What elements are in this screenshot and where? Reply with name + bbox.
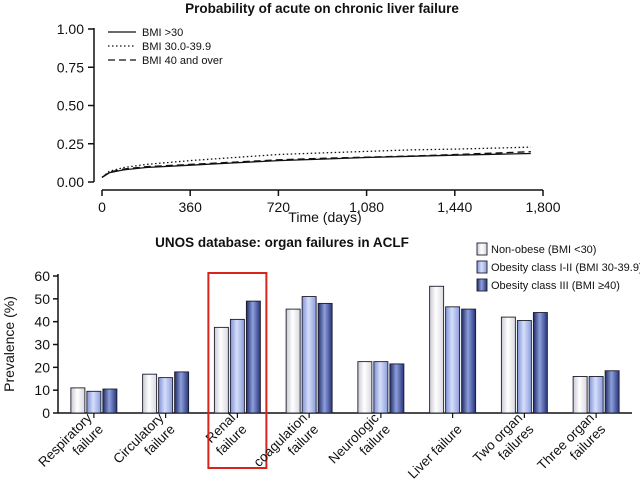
- bar: [158, 377, 174, 414]
- bar-y-tick-label: 0: [42, 405, 50, 421]
- bar: [142, 373, 158, 414]
- line-plot-area: 0.00 0.25 0.50 0.75 1.00 0 360 720 1,080 1,440 1,8…: [57, 21, 561, 215]
- bar: [301, 296, 317, 414]
- bar-y-tick-label: 30: [34, 337, 50, 353]
- bar: [588, 376, 604, 414]
- bar-legend-label: Obesity class I-II (BMI 30-39.9): [491, 262, 640, 274]
- bar-y-axis-label: Prevalence (%): [1, 296, 17, 392]
- line-chart-title: Probability of acute on chronic liver fa…: [185, 1, 459, 16]
- bar-category-label: coagulationfailure: [251, 410, 322, 481]
- line-legend: BMI >30 BMI 30.0-39.9 BMI 40 and over: [108, 27, 223, 67]
- bar: [429, 285, 445, 414]
- bar-legend-label: Non-obese (BMI <30): [491, 244, 596, 256]
- line-y-tick-label: 0.25: [57, 136, 84, 152]
- line-x-axis-label: Time (days): [288, 209, 361, 225]
- bar-legend-swatch: [476, 242, 488, 256]
- bar: [461, 308, 477, 414]
- bar-category-label: Three organfailures: [534, 410, 608, 482]
- bar-y-tick-label: 60: [34, 268, 50, 284]
- line-series: [101, 152, 531, 178]
- line-y-tick-label: 0.75: [57, 59, 84, 75]
- bar-legend-swatch: [476, 278, 488, 292]
- bar: [572, 376, 588, 414]
- bar-category-label-line: Liver failure: [405, 422, 465, 482]
- line-x-tick-label: 720: [267, 199, 291, 215]
- bar: [604, 370, 620, 414]
- bar-legend: Non-obese (BMI <30) Obesity class I-II (B…: [476, 242, 640, 292]
- bar-y-tick-label: 40: [34, 314, 50, 330]
- line-x-tick-label: 0: [98, 199, 106, 215]
- highlight-box: [207, 272, 268, 469]
- bar-y-tick-label: 50: [34, 291, 50, 307]
- line-x-tick-label: 1,440: [437, 199, 472, 215]
- bar: [102, 388, 118, 414]
- line-legend-label: BMI 30.0-39.9: [142, 41, 211, 53]
- bar-legend-label: Obesity class III (BMI ≥40): [491, 280, 620, 292]
- bar-legend-swatch: [476, 260, 488, 274]
- line-legend-label: BMI 40 and over: [142, 55, 223, 67]
- line-x-tick-label: 1,800: [525, 199, 560, 215]
- bar: [357, 361, 373, 414]
- line-y-tick-label: 0.00: [57, 174, 84, 190]
- line-y-tick-label: 1.00: [57, 21, 84, 37]
- bar-category-label: Neurologicfailure: [326, 410, 394, 478]
- bar: [500, 316, 516, 414]
- bar: [445, 306, 461, 414]
- bar-y-tick-label: 20: [34, 359, 50, 375]
- bar: [174, 371, 190, 414]
- bar-chart: UNOS database: organ failures in ACLF Pr…: [1, 235, 640, 482]
- bar-category-label: Two organfailures: [470, 410, 537, 477]
- bar: [70, 387, 86, 414]
- line-legend-label: BMI >30: [142, 27, 183, 39]
- line-x-tick-label: 360: [179, 199, 203, 215]
- line-x-tick-label: 1,080: [349, 199, 384, 215]
- line-y-tick-label: 0.50: [57, 98, 84, 114]
- bar: [373, 361, 389, 414]
- bar-chart-title: UNOS database: organ failures in ACLF: [155, 235, 409, 250]
- bar: [213, 326, 229, 414]
- bar: [86, 390, 102, 414]
- bar-y-tick-label: 10: [34, 382, 50, 398]
- line-chart: Probability of acute on chronic liver fa…: [57, 1, 561, 225]
- bar: [317, 302, 333, 414]
- bar-category-label: Circulatoryfailure: [110, 410, 178, 478]
- bar: [389, 363, 405, 414]
- line-series: [101, 146, 531, 178]
- bar: [245, 300, 261, 414]
- line-series: [101, 151, 531, 178]
- bar: [229, 318, 245, 414]
- bar: [516, 320, 532, 414]
- bar: [285, 308, 301, 414]
- bar: [532, 312, 548, 414]
- bar-category-label: Liver failure: [405, 422, 465, 482]
